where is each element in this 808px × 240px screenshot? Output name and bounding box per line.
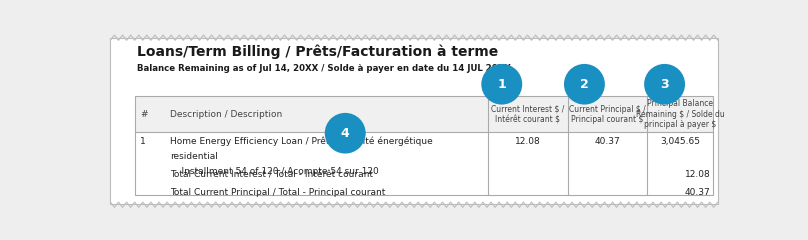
Text: 3: 3 (660, 78, 669, 91)
Text: Home Energy Efficiency Loan / Prêt Efficacité énergétique: Home Energy Efficiency Loan / Prêt Effic… (170, 137, 432, 146)
Text: Total Current Principal / Total - Principal courant: Total Current Principal / Total - Princi… (170, 188, 385, 197)
Ellipse shape (325, 113, 366, 154)
Ellipse shape (564, 64, 605, 105)
Text: 1: 1 (141, 137, 146, 146)
Text: Balance Remaining as of Jul 14, 20XX / Solde à payer en date du 14 JUL 20XX: Balance Remaining as of Jul 14, 20XX / S… (137, 64, 511, 73)
Text: 12.08: 12.08 (684, 170, 710, 179)
Text: Current Interest $ /
Intérêt courant $: Current Interest $ / Intérêt courant $ (491, 105, 565, 124)
Text: Installment 54 of 120 / Acompte 54 sur 120: Installment 54 of 120 / Acompte 54 sur 1… (170, 167, 379, 176)
Bar (136, 96, 713, 195)
Bar (136, 96, 713, 132)
Text: 40.37: 40.37 (684, 188, 710, 197)
Text: Total Current Interest / Total - Intérêt courant: Total Current Interest / Total - Intérêt… (170, 170, 372, 179)
Text: #: # (141, 110, 148, 119)
Text: Loans/Term Billing / Prêts/Facturation à terme: Loans/Term Billing / Prêts/Facturation à… (137, 44, 499, 59)
Ellipse shape (482, 64, 522, 105)
Text: 2: 2 (580, 78, 589, 91)
Text: Description / Description: Description / Description (170, 110, 282, 119)
Text: 4: 4 (341, 127, 350, 140)
Text: 1: 1 (498, 78, 506, 91)
Text: Principal Balance
Remaining $ / Solde du
principal à payer $: Principal Balance Remaining $ / Solde du… (636, 99, 725, 129)
Ellipse shape (644, 64, 685, 105)
Text: 12.08: 12.08 (515, 137, 541, 146)
Text: 40.37: 40.37 (595, 137, 621, 146)
Text: residential: residential (170, 152, 218, 161)
Text: Current Principal $ /
Principal courant $: Current Principal $ / Principal courant … (569, 105, 646, 124)
Text: 3,045.65: 3,045.65 (660, 137, 701, 146)
